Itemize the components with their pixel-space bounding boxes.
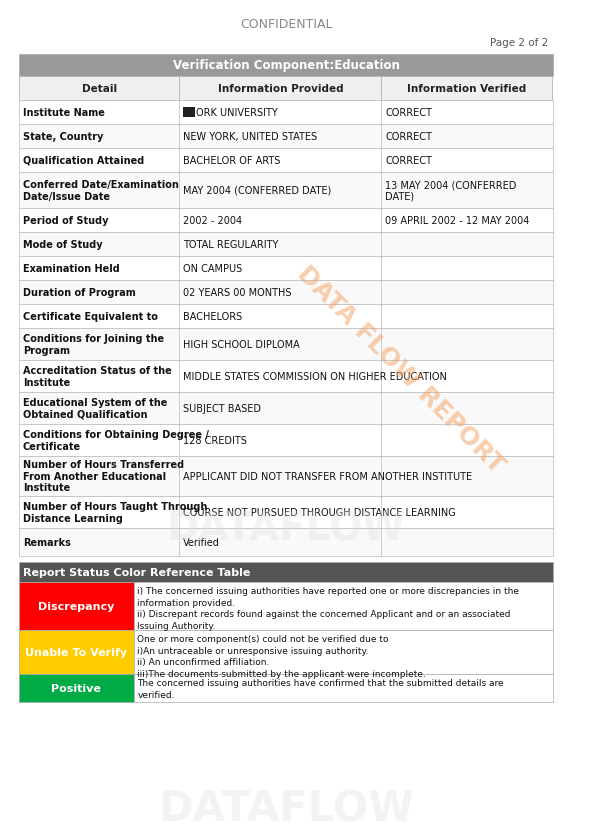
FancyBboxPatch shape xyxy=(179,77,382,101)
Text: BACHELOR OF ARTS: BACHELOR OF ARTS xyxy=(183,155,281,166)
Text: 13 MAY 2004 (CONFERRED
DATE): 13 MAY 2004 (CONFERRED DATE) xyxy=(385,180,517,201)
Text: CORRECT: CORRECT xyxy=(385,132,432,142)
Text: NEW YORK, UNITED STATES: NEW YORK, UNITED STATES xyxy=(183,132,317,142)
Text: State, Country: State, Country xyxy=(23,132,103,142)
Text: Number of Hours Transferred
From Another Educational
Institute: Number of Hours Transferred From Another… xyxy=(23,460,184,493)
FancyBboxPatch shape xyxy=(19,360,553,392)
FancyBboxPatch shape xyxy=(19,55,553,77)
Text: ON CAMPUS: ON CAMPUS xyxy=(183,263,242,273)
FancyBboxPatch shape xyxy=(19,125,553,149)
Text: Certificate Equivalent to: Certificate Equivalent to xyxy=(23,312,158,322)
Text: Accreditation Status of the
Institute: Accreditation Status of the Institute xyxy=(23,365,172,387)
Text: Qualification Attained: Qualification Attained xyxy=(23,155,144,166)
Text: Verification Component:Education: Verification Component:Education xyxy=(172,59,400,73)
FancyBboxPatch shape xyxy=(19,392,553,425)
Text: Number of Hours Taught Through
Distance Learning: Number of Hours Taught Through Distance … xyxy=(23,502,207,523)
Text: DATAFLOW: DATAFLOW xyxy=(158,788,414,830)
Text: Educational System of the
Obtained Qualification: Educational System of the Obtained Quali… xyxy=(23,398,167,419)
Text: The concerned issuing authorities have confirmed that the submitted details are
: The concerned issuing authorities have c… xyxy=(138,678,504,699)
Text: Page 2 of 2: Page 2 of 2 xyxy=(490,38,548,48)
Text: Period of Study: Period of Study xyxy=(23,216,108,226)
Text: Duration of Program: Duration of Program xyxy=(23,288,136,298)
Text: Remarks: Remarks xyxy=(23,538,71,548)
Text: Report Status Color Reference Table: Report Status Color Reference Table xyxy=(23,567,250,577)
FancyBboxPatch shape xyxy=(19,425,553,456)
Text: CONFIDENTIAL: CONFIDENTIAL xyxy=(240,18,332,31)
Text: APPLICANT DID NOT TRANSFER FROM ANOTHER INSTITUTE: APPLICANT DID NOT TRANSFER FROM ANOTHER … xyxy=(183,472,472,482)
FancyBboxPatch shape xyxy=(19,528,553,556)
Text: Institute Name: Institute Name xyxy=(23,108,105,118)
Text: CORRECT: CORRECT xyxy=(385,155,432,166)
FancyBboxPatch shape xyxy=(19,77,179,101)
Text: MAY 2004 (CONFERRED DATE): MAY 2004 (CONFERRED DATE) xyxy=(183,186,331,196)
Text: i) The concerned issuing authorities have reported one or more discrepancies in : i) The concerned issuing authorities hav… xyxy=(138,586,519,630)
Text: 02 YEARS 00 MONTHS: 02 YEARS 00 MONTHS xyxy=(183,288,291,298)
Text: Verified: Verified xyxy=(183,538,220,548)
Text: Positive: Positive xyxy=(51,683,101,693)
FancyBboxPatch shape xyxy=(19,232,553,257)
Text: Information Verified: Information Verified xyxy=(407,84,526,94)
Text: HIGH SCHOOL DIPLOMA: HIGH SCHOOL DIPLOMA xyxy=(183,339,300,349)
FancyBboxPatch shape xyxy=(19,304,553,329)
FancyBboxPatch shape xyxy=(19,209,553,232)
FancyBboxPatch shape xyxy=(19,497,553,528)
Text: DATAFLOW: DATAFLOW xyxy=(166,510,406,548)
FancyBboxPatch shape xyxy=(19,562,553,582)
FancyBboxPatch shape xyxy=(19,257,553,281)
Text: MIDDLE STATES COMMISSION ON HIGHER EDUCATION: MIDDLE STATES COMMISSION ON HIGHER EDUCA… xyxy=(183,371,447,381)
FancyBboxPatch shape xyxy=(19,674,133,702)
Text: ORK UNIVERSITY: ORK UNIVERSITY xyxy=(197,108,278,118)
Text: CORRECT: CORRECT xyxy=(385,108,432,118)
Text: 09 APRIL 2002 - 12 MAY 2004: 09 APRIL 2002 - 12 MAY 2004 xyxy=(385,216,529,226)
FancyBboxPatch shape xyxy=(19,281,553,304)
FancyBboxPatch shape xyxy=(19,329,553,360)
Text: Conditions for Obtaining Degree /
Certificate: Conditions for Obtaining Degree / Certif… xyxy=(23,430,209,451)
Text: Discrepancy: Discrepancy xyxy=(38,601,114,611)
Text: Detail: Detail xyxy=(82,84,117,94)
Text: 128 CREDITS: 128 CREDITS xyxy=(183,436,247,446)
FancyBboxPatch shape xyxy=(19,173,553,209)
Text: COURSE NOT PURSUED THROUGH DISTANCE LEARNING: COURSE NOT PURSUED THROUGH DISTANCE LEAR… xyxy=(183,507,456,517)
Text: 2002 - 2004: 2002 - 2004 xyxy=(183,216,242,226)
FancyBboxPatch shape xyxy=(183,108,195,118)
Text: SUBJECT BASED: SUBJECT BASED xyxy=(183,404,261,414)
Text: DATA FLOW REPORT: DATA FLOW REPORT xyxy=(293,262,508,477)
FancyBboxPatch shape xyxy=(382,77,552,101)
Text: Unable To Verify: Unable To Verify xyxy=(25,647,127,657)
FancyBboxPatch shape xyxy=(133,674,553,702)
Text: Information Provided: Information Provided xyxy=(218,84,343,94)
FancyBboxPatch shape xyxy=(19,456,553,497)
FancyBboxPatch shape xyxy=(19,582,133,630)
Text: Examination Held: Examination Held xyxy=(23,263,120,273)
FancyBboxPatch shape xyxy=(133,630,553,674)
Text: Mode of Study: Mode of Study xyxy=(23,240,103,250)
FancyBboxPatch shape xyxy=(19,630,133,674)
Text: One or more component(s) could not be verified due to
i)An untraceable or unresp: One or more component(s) could not be ve… xyxy=(138,634,426,679)
FancyBboxPatch shape xyxy=(19,149,553,173)
Text: TOTAL REGULARITY: TOTAL REGULARITY xyxy=(183,240,278,250)
Text: Conditions for Joining the
Program: Conditions for Joining the Program xyxy=(23,334,164,355)
FancyBboxPatch shape xyxy=(19,101,553,125)
Text: Conferred Date/Examination
Date/Issue Date: Conferred Date/Examination Date/Issue Da… xyxy=(23,180,178,201)
Text: BACHELORS: BACHELORS xyxy=(183,312,242,322)
FancyBboxPatch shape xyxy=(133,582,553,630)
